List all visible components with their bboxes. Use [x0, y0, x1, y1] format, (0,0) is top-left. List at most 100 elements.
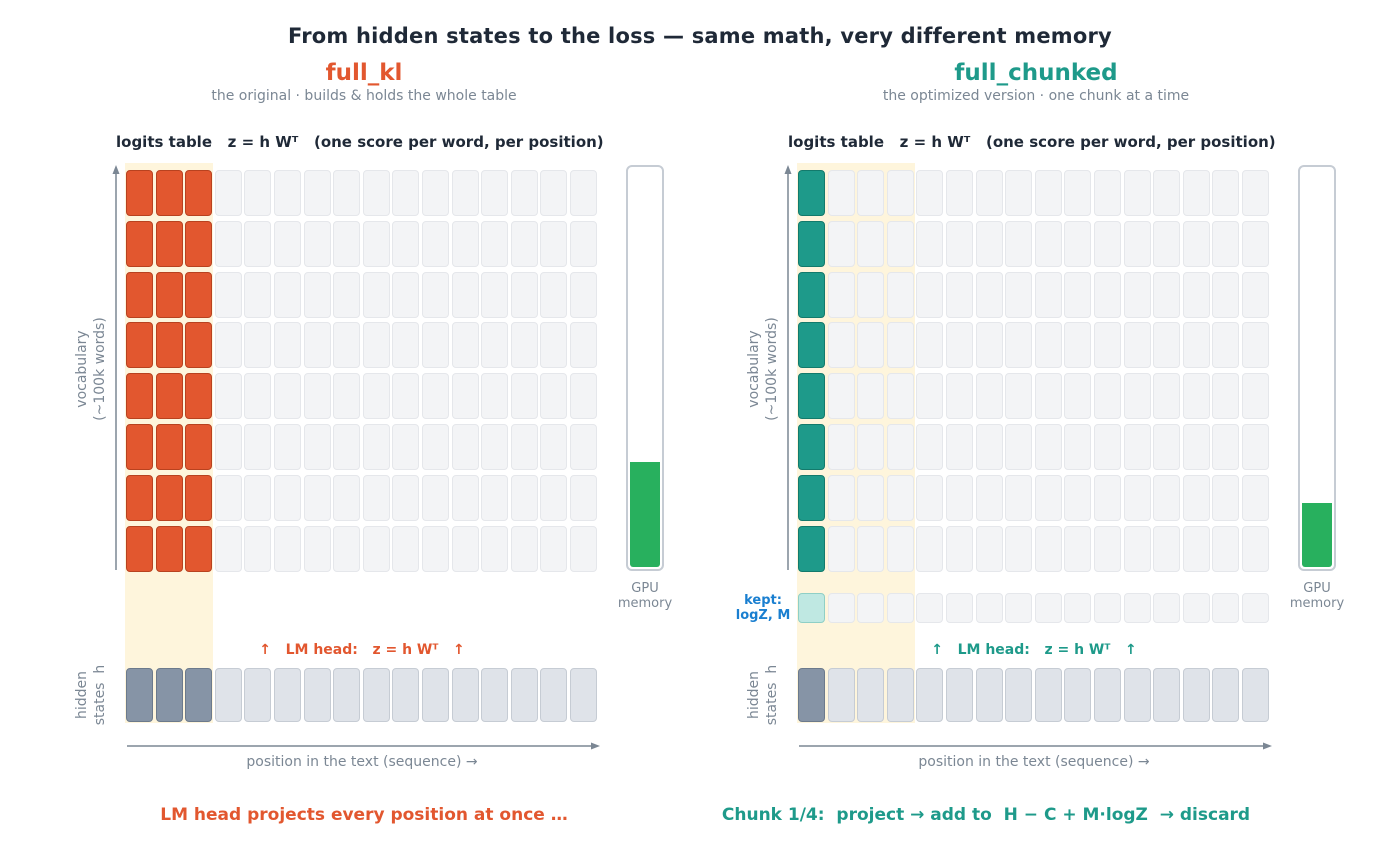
logit-cell-empty [481, 373, 509, 420]
logit-cell-empty [827, 525, 855, 572]
gpu-memory-label: GPU memory [617, 581, 673, 611]
logit-cell-empty [975, 474, 1003, 521]
kept-stat-cell-empty [916, 593, 944, 623]
logit-cell-computed [155, 220, 183, 267]
logit-cell-empty [1034, 474, 1062, 521]
logit-cell-empty [975, 220, 1003, 267]
kept-stat-cell-empty [975, 593, 1003, 623]
hidden-state-cell [451, 668, 479, 722]
kept-stat-cell-empty [1005, 593, 1033, 623]
logit-cell-empty [244, 424, 272, 470]
logit-cell-empty [274, 271, 301, 318]
logit-cell-empty [1212, 373, 1240, 420]
logit-cell-computed [155, 271, 183, 318]
logit-cell-computed [798, 170, 825, 216]
logit-cell-empty [422, 474, 449, 521]
logit-cell-empty [975, 424, 1003, 470]
main-title: From hidden states to the loss — same ma… [288, 24, 1112, 48]
logit-cell-empty [244, 220, 272, 267]
logit-cell-empty [1242, 170, 1269, 216]
hidden-state-cell [1094, 668, 1121, 722]
hidden-state-cell [244, 668, 272, 722]
logit-cell-empty [570, 424, 597, 470]
logit-cell-empty [946, 322, 973, 369]
logit-cell-empty [510, 170, 538, 216]
logit-cell-empty [422, 373, 449, 420]
logit-cell-empty [1182, 424, 1210, 470]
hidden-states-label: hidden states h [74, 664, 108, 726]
hidden-state-cell [1182, 668, 1210, 722]
logit-cell-empty [1242, 220, 1269, 267]
logit-cell-computed [185, 170, 213, 216]
logit-cell-empty [827, 424, 855, 470]
logit-cell-empty [303, 271, 331, 318]
logit-cell-computed [126, 220, 153, 267]
logit-cell-empty [1005, 220, 1033, 267]
logit-cell-empty [1123, 220, 1151, 267]
logit-cell-empty [1212, 424, 1240, 470]
logit-cell-empty [1064, 424, 1092, 470]
logit-cell-empty [481, 525, 509, 572]
logit-cell-empty [857, 474, 885, 521]
logit-cell-empty [422, 170, 449, 216]
logit-cell-empty [510, 271, 538, 318]
logit-cell-empty [946, 474, 973, 521]
logit-cell-empty [451, 271, 479, 318]
logit-cell-empty [570, 170, 597, 216]
logit-cell-empty [1182, 525, 1210, 572]
panel-caption: Chunk 1/4: project → add to H − C + M·lo… [721, 805, 1251, 825]
logit-cell-empty [422, 271, 449, 318]
logit-cell-computed [126, 373, 153, 420]
logit-cell-computed [798, 220, 825, 267]
logit-cell-empty [570, 322, 597, 369]
panel-title: full_kl [325, 60, 403, 86]
gpu-memory-fill [1302, 503, 1332, 567]
hidden-state-cell [392, 668, 420, 722]
logit-cell-empty [392, 271, 420, 318]
hidden-state-cell [946, 668, 973, 722]
logit-cell-empty [274, 170, 301, 216]
logit-cell-computed [126, 424, 153, 470]
logit-cell-computed [798, 373, 825, 420]
logit-cell-empty [1034, 525, 1062, 572]
logit-cell-computed [185, 474, 213, 521]
hidden-state-cell [362, 668, 390, 722]
logit-cell-empty [975, 322, 1003, 369]
logit-cell-empty [510, 525, 538, 572]
logit-cell-computed [185, 220, 213, 267]
logit-cell-empty [274, 373, 301, 420]
logits-table-title: logits table z = h Wᵀ (one score per wor… [788, 133, 1276, 151]
hidden-state-cell [1005, 668, 1033, 722]
logit-cell-empty [303, 373, 331, 420]
logit-cell-empty [1153, 271, 1181, 318]
logit-cell-empty [481, 220, 509, 267]
logit-cell-empty [1182, 220, 1210, 267]
logit-cell-empty [857, 271, 885, 318]
logit-cell-empty [510, 322, 538, 369]
panel-subtitle: the original · builds & holds the whole … [211, 88, 517, 104]
logit-cell-computed [798, 322, 825, 369]
logit-cell-empty [1123, 170, 1151, 216]
kept-stat-cell-empty [857, 593, 885, 623]
logit-cell-empty [1064, 170, 1092, 216]
logit-cell-empty [1123, 474, 1151, 521]
logit-cell-empty [827, 271, 855, 318]
logit-cell-empty [946, 170, 973, 216]
logit-cell-empty [1005, 170, 1033, 216]
hidden-state-cell [540, 668, 568, 722]
logit-cell-empty [1242, 525, 1269, 572]
logit-cell-empty [540, 322, 568, 369]
logit-cell-empty [333, 474, 361, 521]
logits-table-title: logits table z = h Wᵀ (one score per wor… [116, 133, 604, 151]
logit-cell-empty [1064, 525, 1092, 572]
hidden-state-cell [886, 668, 914, 722]
position-axis-arrow [799, 742, 1272, 750]
logit-cell-empty [857, 220, 885, 267]
logit-cell-empty [451, 322, 479, 369]
logit-cell-empty [362, 373, 390, 420]
position-axis-arrow [127, 742, 600, 750]
kept-stats-label: kept: logZ, M [735, 593, 791, 623]
hidden-states-label: hidden states h [746, 664, 780, 726]
logit-cell-computed [185, 271, 213, 318]
logit-cell-empty [946, 424, 973, 470]
